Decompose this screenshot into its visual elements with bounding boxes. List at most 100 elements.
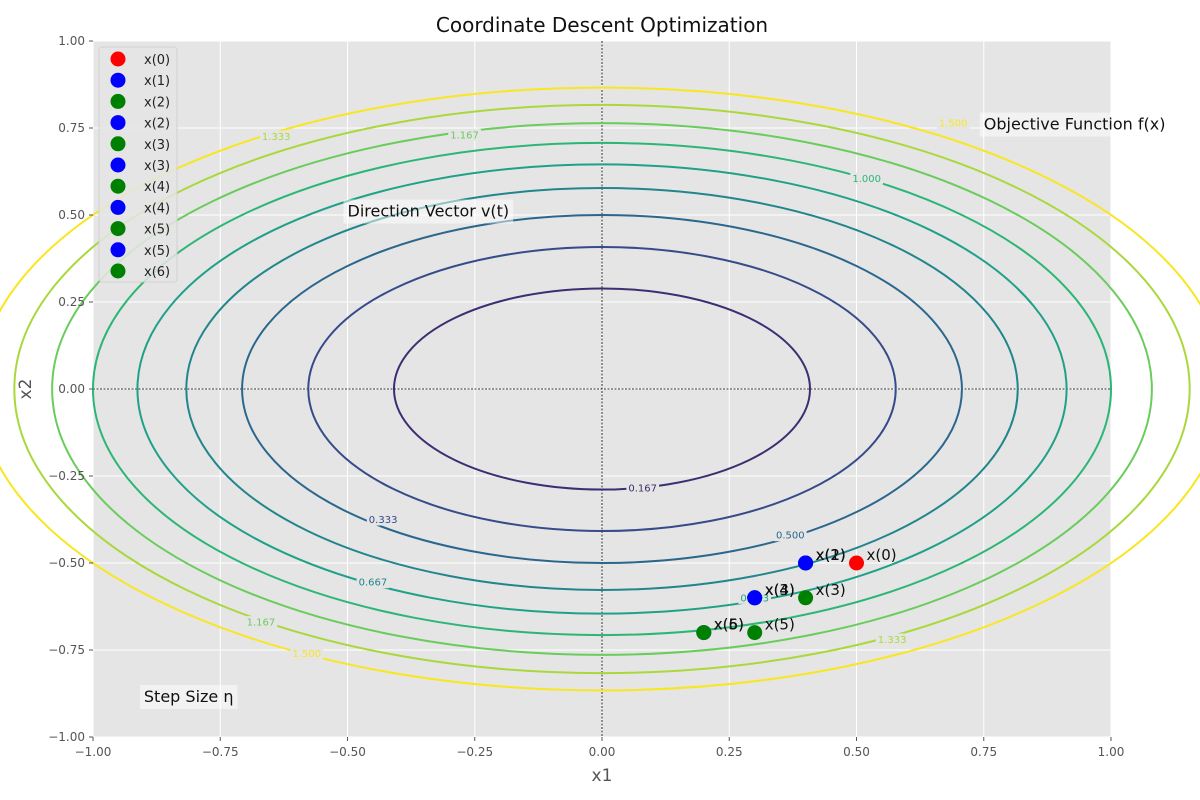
- point-label-5: x(3): [765, 581, 795, 599]
- contour-label-bg-10: [290, 647, 324, 660]
- legend-label-1: x(1): [144, 74, 170, 89]
- legend-marker-2: [110, 93, 126, 109]
- contour-label-0: 0.167: [628, 484, 657, 495]
- x-tick-label-4: 0.00: [589, 745, 616, 759]
- point-label-7: x(4): [765, 581, 795, 599]
- annotation-0: Objective Function f(x): [984, 115, 1166, 134]
- legend-label-9: x(5): [144, 244, 170, 259]
- legend-label-7: x(4): [144, 201, 170, 216]
- contour-label-3: 0.667: [359, 578, 388, 589]
- contour-level-0: [392, 287, 812, 491]
- y-tick-label-7: 0.75: [58, 121, 85, 135]
- contour-label-bg-5: [850, 172, 884, 185]
- contour-label-bg-6: [244, 616, 278, 629]
- annotation-box-2: [139, 684, 238, 709]
- legend: x(0) x(1) x(2) x(2) x(3) x(3) x(4) x(4) x(5) x(5)…: [98, 46, 178, 283]
- contour-level-8: [0, 86, 1200, 692]
- legend-label-10: x(6): [144, 265, 170, 280]
- contour-level-2: [241, 214, 963, 564]
- contour-label-7: 1.167: [450, 130, 479, 141]
- point-7: [747, 590, 763, 606]
- point-labels: x(0)x(1)x(2)x(2)x(3)x(3)x(4)x(4)x(5)x(5)…: [714, 546, 897, 634]
- contour-label-9: 1.333: [262, 132, 291, 143]
- chart-title: Coordinate Descent Optimization: [436, 13, 768, 37]
- contour-label-bg-7: [448, 128, 481, 141]
- x-tick-label-1: −0.75: [202, 745, 239, 759]
- contour-label-bg-8: [875, 633, 909, 646]
- point-3: [798, 555, 814, 571]
- contour-level-1: [307, 246, 897, 532]
- x-tick-label-3: −0.25: [456, 745, 493, 759]
- contour-label-bg-9: [259, 130, 293, 143]
- annotation-box-1: [343, 199, 514, 224]
- contour-label-bg-3: [356, 576, 390, 589]
- point-10: [696, 625, 712, 641]
- contour-label-bg-0: [626, 482, 660, 495]
- legend-marker-8: [110, 221, 126, 237]
- legend-label-8: x(5): [144, 223, 170, 238]
- point-label-9: x(5): [714, 616, 744, 634]
- annotations: Objective Function f(x) Direction Vector …: [139, 112, 1170, 709]
- annotation-2: Step Size η: [144, 687, 234, 706]
- contour-label-bg-2: [774, 529, 807, 542]
- point-label-1: x(1): [816, 546, 846, 564]
- x-tick-label-7: 0.75: [970, 745, 997, 759]
- legend-label-0: x(0): [144, 53, 170, 68]
- point-label-8: x(5): [765, 616, 795, 634]
- x-axis-label: x1: [592, 766, 613, 786]
- contour-level-7: [13, 103, 1191, 675]
- data-points: [696, 555, 864, 641]
- contour-level-4: [136, 163, 1068, 615]
- contour-label-10: 1.500: [292, 649, 321, 660]
- legend-label-2: x(2): [144, 95, 170, 110]
- legend-label-3: x(2): [144, 117, 170, 132]
- point-label-6: x(4): [765, 581, 795, 599]
- x-tick-label-6: 0.50: [843, 745, 870, 759]
- x-tick-label-0: −1.00: [75, 745, 112, 759]
- y-tick-label-4: 0.00: [58, 382, 85, 396]
- contour-label-1: 0.333: [369, 515, 398, 526]
- y-tick-label-5: 0.25: [58, 295, 85, 309]
- legend-marker-4: [110, 136, 126, 152]
- contour-label-bg-11: [936, 116, 970, 129]
- zero-lines: [93, 41, 1111, 737]
- legend-marker-10: [110, 263, 126, 279]
- point-label-4: x(3): [816, 581, 846, 599]
- y-tick-label-2: −0.50: [48, 556, 85, 570]
- x-tick-label-2: −0.50: [329, 745, 366, 759]
- y-tick-label-8: 1.00: [58, 34, 85, 48]
- legend-marker-3: [110, 115, 126, 131]
- contour-label-2: 0.500: [776, 531, 805, 542]
- legend-marker-1: [110, 72, 126, 88]
- legend-marker-0: [110, 51, 126, 67]
- legend-label-6: x(4): [144, 180, 170, 195]
- y-tick-label-6: 0.50: [58, 208, 85, 222]
- point-label-0: x(0): [867, 546, 897, 564]
- contour-label-bg-1: [366, 513, 400, 526]
- y-axis-ticks: −1.00 −0.75 −0.50 −0.25 0.00 0.25 0.50 0.75 1.00: [48, 34, 93, 744]
- x-tick-label-8: 1.00: [1098, 745, 1125, 759]
- point-4: [798, 590, 814, 606]
- contour-label-5: 1.000: [852, 174, 881, 185]
- point-8: [747, 625, 763, 641]
- point-label-3: x(2): [816, 546, 846, 564]
- x-axis-ticks: −1.00 −0.75 −0.50 −0.25 0.00 0.25 0.50 0.75 1.00: [75, 737, 1125, 759]
- annotation-1: Direction Vector v(t): [348, 202, 510, 221]
- legend-label-4: x(3): [144, 138, 170, 153]
- contour-label-6: 1.167: [247, 618, 276, 629]
- legend-label-5: x(3): [144, 159, 170, 174]
- contour-level-3: [185, 187, 1019, 591]
- annotation-box-0: [979, 112, 1170, 137]
- x-tick-label-5: 0.25: [716, 745, 743, 759]
- legend-marker-5: [110, 157, 126, 173]
- y-axis-label: x2: [16, 379, 36, 400]
- legend-marker-7: [110, 199, 126, 215]
- contour-label-11: 1.500: [939, 118, 968, 129]
- legend-marker-6: [110, 178, 126, 194]
- point-label-2: x(2): [816, 546, 846, 564]
- point-label-10: x(6): [714, 616, 744, 634]
- legend-marker-9: [110, 242, 126, 258]
- y-tick-label-0: −1.00: [48, 730, 85, 744]
- y-tick-label-3: −0.25: [48, 469, 85, 483]
- contour-level-6: [51, 122, 1153, 656]
